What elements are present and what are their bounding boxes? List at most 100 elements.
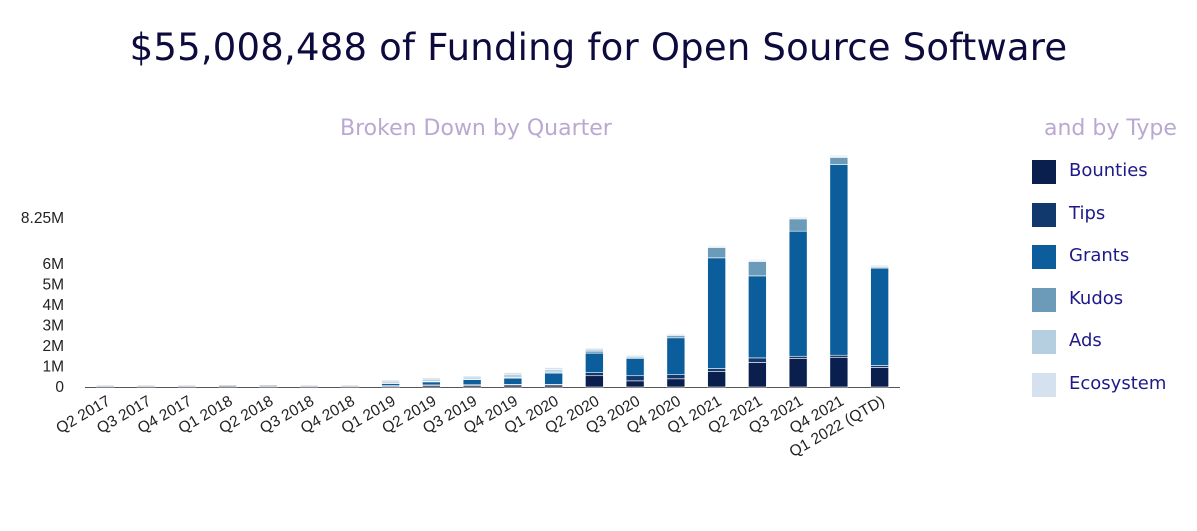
bar-stack bbox=[177, 385, 197, 388]
chart-subtitle: Broken Down by Quarter bbox=[340, 116, 612, 141]
bar-segment-ecosystem bbox=[829, 155, 849, 157]
legend-swatch bbox=[1032, 160, 1056, 184]
bar-stack bbox=[544, 367, 563, 388]
bar-segment-tips bbox=[625, 375, 645, 382]
y-tick-label: 2M bbox=[42, 338, 64, 355]
bar-stack bbox=[96, 385, 115, 388]
bar-stack bbox=[462, 375, 482, 388]
legend-label: Kudos bbox=[1069, 287, 1124, 309]
bar-segment-kudos bbox=[585, 350, 604, 354]
bar-stack bbox=[381, 379, 400, 388]
bar-stack bbox=[788, 216, 808, 388]
bar-segment-tips bbox=[829, 354, 849, 358]
bar-segment-ads bbox=[422, 378, 441, 382]
bar-stack bbox=[422, 377, 441, 388]
bar-segment-ads bbox=[381, 380, 400, 384]
y-tick-label: 1M bbox=[42, 359, 64, 376]
legend-label: Ads bbox=[1069, 330, 1102, 351]
bar-segment-bounties bbox=[666, 378, 686, 388]
bar-segment-grants bbox=[585, 352, 604, 373]
bar-segment-bounties bbox=[707, 371, 726, 388]
bar-segment-tips bbox=[788, 355, 808, 359]
bar-segment-tips bbox=[177, 385, 197, 387]
bar-stack bbox=[136, 385, 156, 388]
bar-segment-bounties bbox=[625, 380, 645, 388]
bar-segment-kudos bbox=[666, 335, 686, 339]
bar-stack bbox=[340, 385, 360, 388]
bar-stack bbox=[299, 385, 319, 388]
bar-segment-tips bbox=[136, 385, 156, 387]
bar-segment-grants bbox=[788, 230, 808, 357]
legend-swatch bbox=[1032, 202, 1056, 227]
bar-stack bbox=[503, 372, 523, 388]
legend-swatch bbox=[1032, 372, 1056, 397]
bar-segment-grants bbox=[503, 377, 523, 385]
bar-segment-grants bbox=[829, 164, 849, 356]
bar-segment-tips bbox=[870, 365, 889, 368]
bar-segment-ads bbox=[544, 369, 563, 373]
bar-segment-ecosystem bbox=[585, 347, 604, 350]
legend-label: Tips bbox=[1069, 202, 1106, 224]
bar-segment-ecosystem bbox=[788, 216, 808, 219]
bar-segment-bounties bbox=[870, 367, 889, 388]
bar-segment-bounties bbox=[503, 384, 523, 388]
bar-segment-tips bbox=[707, 368, 726, 372]
bar-segment-bounties bbox=[829, 356, 849, 388]
legend-swatch bbox=[1032, 330, 1056, 354]
bar-stack bbox=[625, 354, 645, 388]
bar-segment-grants bbox=[381, 383, 400, 386]
bar-segment-ads bbox=[462, 376, 482, 380]
bar-segment-ads bbox=[503, 373, 523, 378]
bar-segment-grants bbox=[625, 357, 645, 377]
bar-segment-ecosystem bbox=[625, 354, 645, 357]
bar-stack bbox=[585, 347, 604, 388]
bar-segment-tips bbox=[299, 385, 319, 387]
y-tick-label: 5M bbox=[42, 277, 64, 294]
bar-segment-ecosystem bbox=[707, 245, 726, 247]
bar-segment-grants bbox=[462, 379, 482, 386]
bar-segment-tips bbox=[340, 385, 360, 387]
bar-stack bbox=[748, 259, 767, 388]
bar-segment-ecosystem bbox=[544, 367, 563, 370]
bar-segment-grants bbox=[544, 372, 563, 385]
bar-segment-bounties bbox=[748, 362, 767, 388]
bar-segment-ecosystem bbox=[666, 333, 686, 336]
legend-swatch bbox=[1032, 245, 1056, 269]
legend-title: and by Type bbox=[1044, 116, 1177, 141]
bar-segment-ecosystem bbox=[381, 379, 400, 382]
bar-segment-tips bbox=[259, 385, 278, 387]
bar-segment-tips bbox=[218, 384, 237, 387]
bar-segment-bounties bbox=[544, 384, 563, 388]
bar-segment-ecosystem bbox=[462, 375, 482, 378]
bar-segment-tips bbox=[96, 385, 115, 387]
bar-segment-kudos bbox=[829, 157, 849, 165]
bar-segment-grants bbox=[870, 267, 889, 366]
bar-segment-kudos bbox=[788, 218, 808, 232]
bar-segment-ecosystem bbox=[503, 372, 523, 375]
legend-label: Ecosystem bbox=[1069, 372, 1167, 394]
y-tick-label: 8.25M bbox=[21, 210, 64, 227]
bar-segment-bounties bbox=[788, 357, 808, 388]
bar-stack bbox=[829, 155, 849, 388]
bar-segment-ecosystem bbox=[422, 377, 441, 380]
bar-segment-grants bbox=[707, 257, 726, 369]
bar-stack bbox=[870, 264, 889, 388]
bar-segment-bounties bbox=[585, 375, 604, 388]
page-title: $55,008,488 of Funding for Open Source S… bbox=[129, 26, 1068, 69]
bar-stack bbox=[218, 384, 237, 388]
bar-stack bbox=[666, 333, 686, 388]
bar-segment-tips bbox=[666, 374, 686, 380]
bar-segment-grants bbox=[748, 275, 767, 359]
bar-segment-ads bbox=[585, 348, 604, 352]
y-tick-label: 4M bbox=[42, 297, 64, 314]
bar-segment-ecosystem bbox=[748, 259, 767, 261]
y-axis: 0 1M 2M 3M 4M 5M 6M 8.25M bbox=[21, 210, 900, 396]
bar-segment-kudos bbox=[748, 261, 767, 277]
legend-label: Bounties bbox=[1069, 160, 1148, 181]
legend-swatch bbox=[1032, 287, 1056, 312]
y-tick-label: 3M bbox=[42, 318, 64, 335]
bar-stack bbox=[707, 245, 726, 388]
bar-segment-grants bbox=[666, 337, 686, 375]
